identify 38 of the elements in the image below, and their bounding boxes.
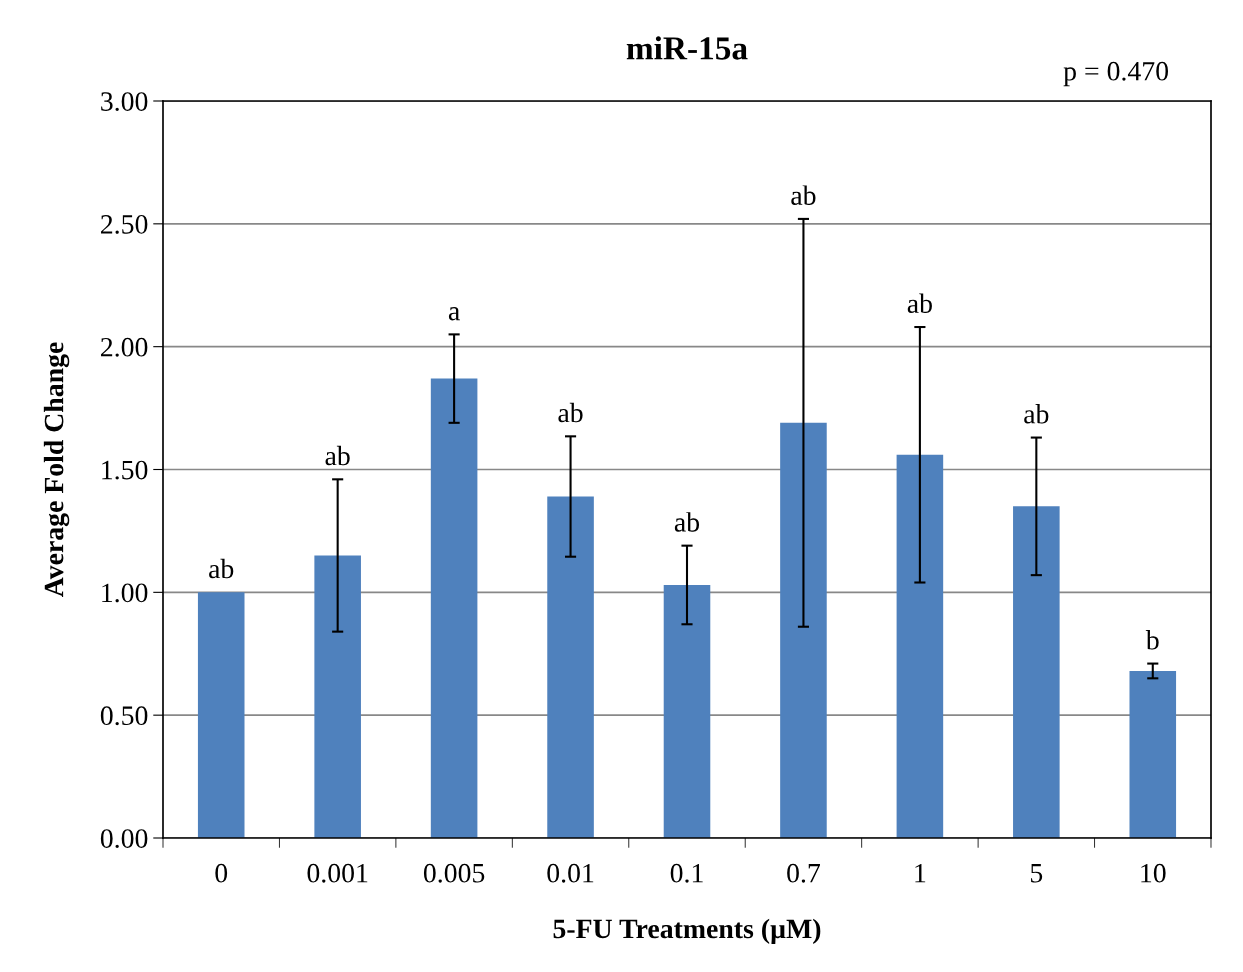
y-tick-label: 1.50 bbox=[102, 460, 148, 480]
chart-title: miR-15a bbox=[626, 36, 748, 60]
annotation: ab bbox=[674, 512, 700, 532]
bar bbox=[780, 422, 827, 838]
x-tick-label: 0.001 bbox=[307, 863, 368, 883]
annotation: ab bbox=[907, 293, 932, 314]
bar bbox=[314, 555, 361, 838]
bar bbox=[896, 454, 944, 838]
y-tick-label: 0.50 bbox=[100, 706, 148, 726]
text: p = 0.470 bbox=[1063, 61, 1169, 87]
annotation: ab bbox=[558, 402, 583, 423]
y-tick-label: 3.00 bbox=[101, 92, 148, 112]
y-axis-title: Average Fold Change bbox=[43, 342, 70, 598]
y-tick-label: 0.00 bbox=[100, 829, 148, 849]
y-tick-label: 1.00 bbox=[102, 583, 148, 603]
y-tick-label: 2.50 bbox=[101, 215, 148, 234]
x-tick-label: 0.1 bbox=[670, 863, 703, 883]
x-tick-label: 1 bbox=[915, 863, 926, 883]
annotation: b bbox=[1145, 630, 1159, 650]
bar bbox=[1129, 670, 1177, 838]
bar bbox=[430, 378, 478, 838]
annotation: ab bbox=[325, 445, 350, 466]
x-tick-label: 0.7 bbox=[787, 863, 821, 883]
bar bbox=[1013, 506, 1060, 838]
bar bbox=[547, 496, 594, 838]
annotation: ab bbox=[1024, 404, 1049, 424]
annotation: a bbox=[448, 307, 460, 321]
x-tick-label: 0.005 bbox=[423, 863, 485, 883]
annotation: ab bbox=[791, 185, 816, 205]
bar bbox=[197, 592, 245, 838]
x-axis-title: 5-FU Treatments (µM) bbox=[553, 918, 821, 944]
x-tick-label: 0.01 bbox=[547, 863, 594, 883]
x-tick-label: 10 bbox=[1141, 863, 1166, 883]
x-tick-label: 5 bbox=[1031, 864, 1043, 883]
y-tick-label: 2.00 bbox=[101, 337, 148, 357]
bar bbox=[663, 584, 711, 838]
annotation: ab bbox=[209, 558, 234, 579]
x-tick-label: 0 bbox=[215, 863, 228, 883]
